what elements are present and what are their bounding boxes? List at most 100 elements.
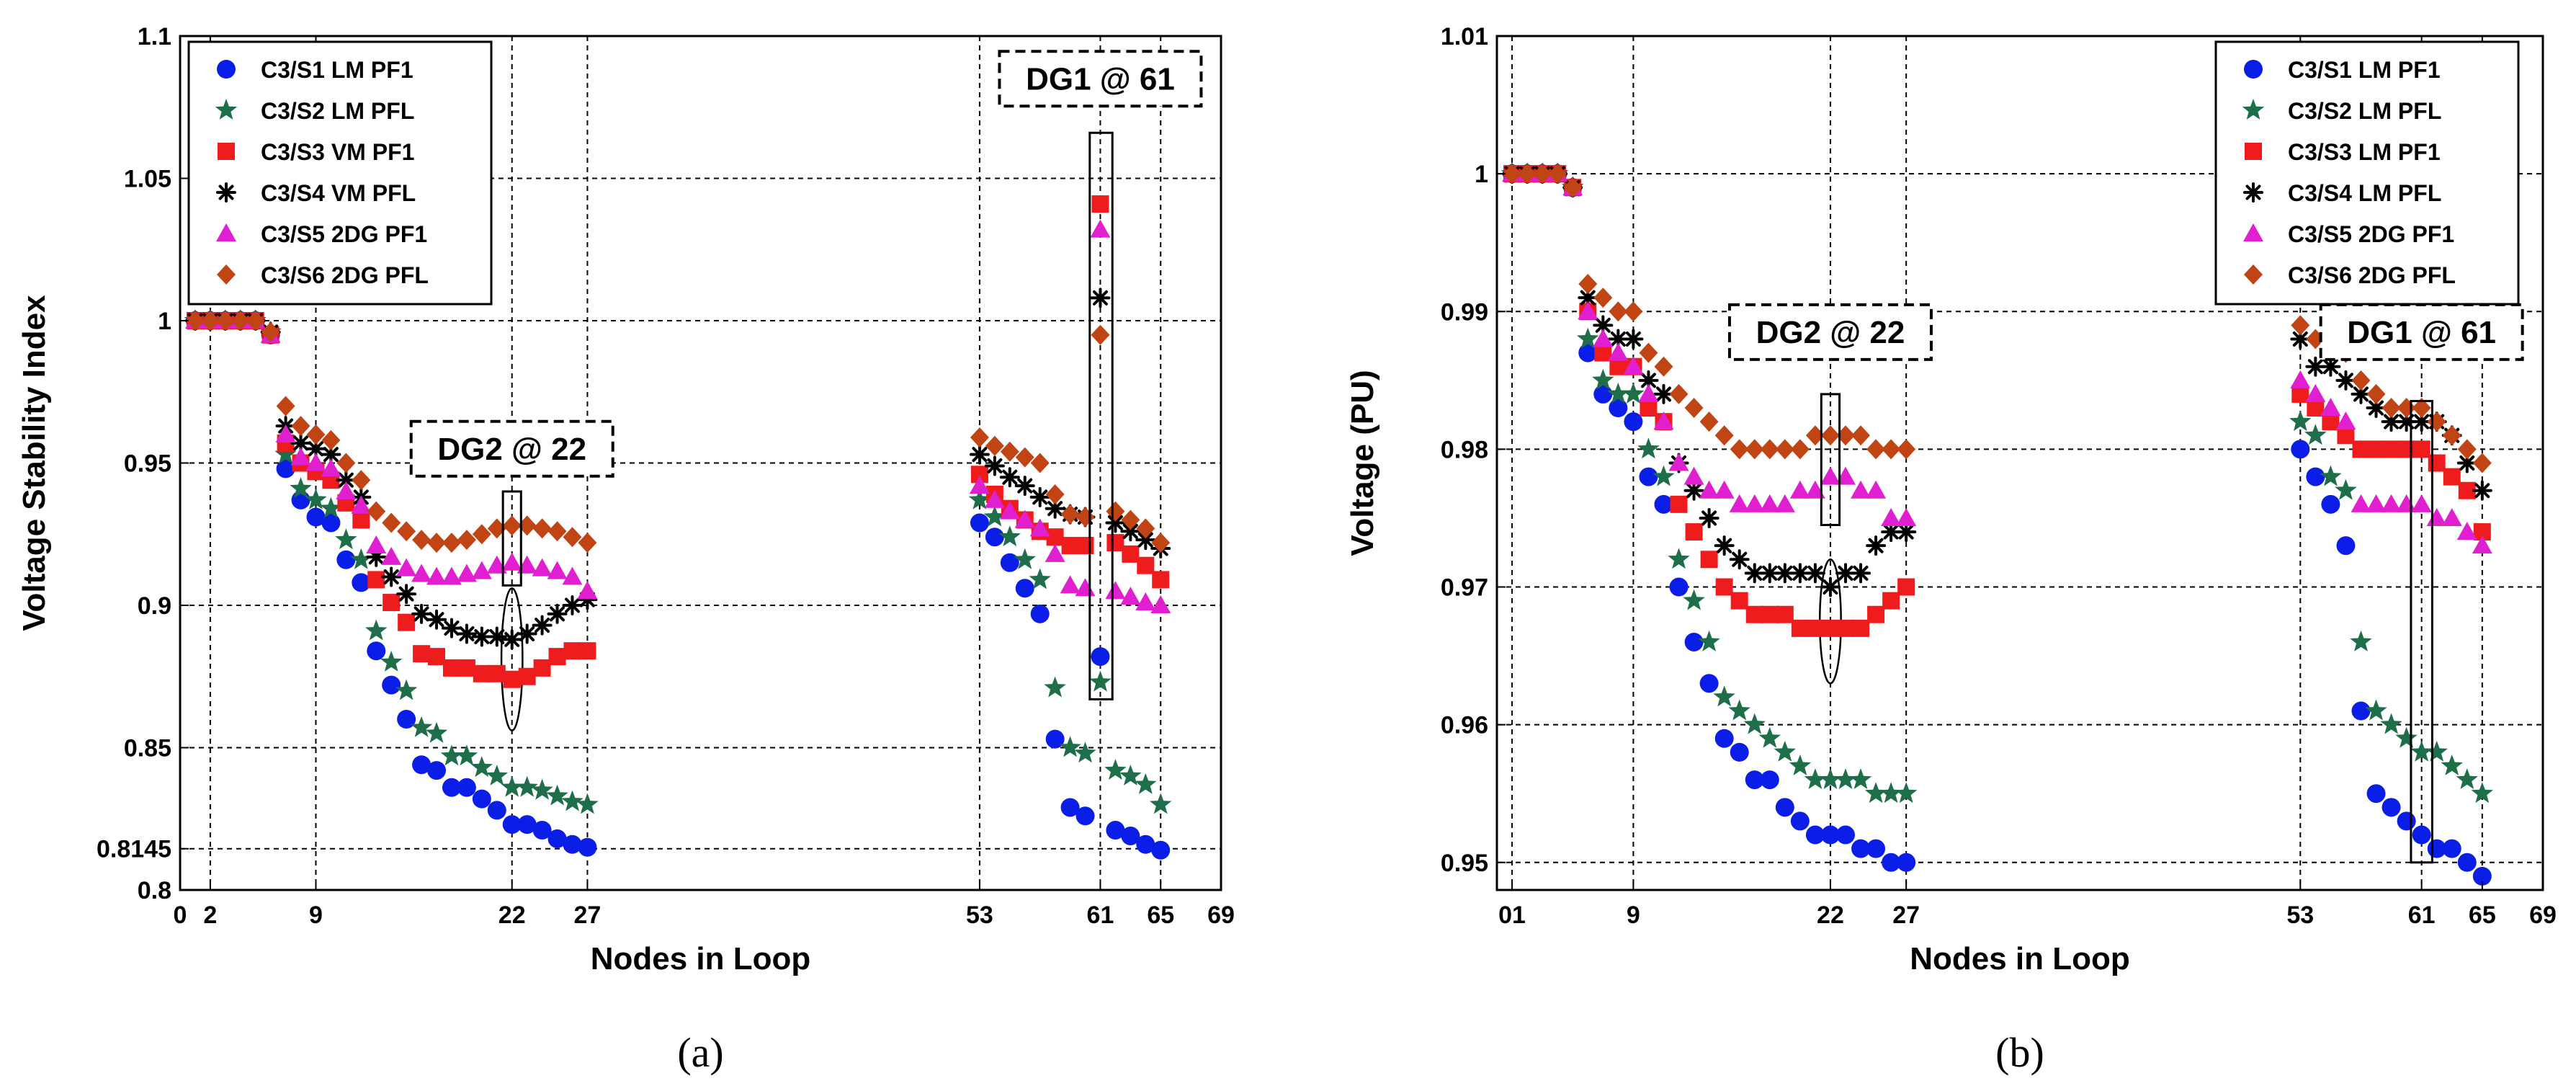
c1-point-s1-13 (382, 675, 401, 695)
c2-point-s1-37 (2442, 839, 2461, 858)
c1-dg-highlight-box-1 (501, 490, 522, 587)
c2-xtick-label: 27 (1892, 902, 1920, 929)
c2-legend-label-6: C3/S6 2DG PFL (2288, 262, 2456, 288)
c1-point-s4-17 (441, 618, 462, 638)
c1-point-s5-36 (1105, 581, 1126, 600)
c2-point-s1-30 (2336, 536, 2356, 556)
c2-point-s6-4 (1563, 177, 1583, 198)
c1-legend: C3/S1 LM PF1 C3/S2 LM PFL C3/S3 VM PF1 C3/S… (187, 40, 493, 306)
c2-point-s2-27 (2289, 410, 2312, 432)
c2-point-s2-38 (2456, 768, 2478, 789)
c1-point-s6-14 (397, 521, 416, 542)
c1-point-s4-27 (969, 444, 990, 465)
c2-point-s1-27 (2291, 440, 2310, 459)
c2-point-s2-9 (1637, 437, 1660, 459)
c2-point-s6-27 (2291, 315, 2310, 336)
c2-point-s2-10 (1653, 465, 1675, 486)
c1-point-s2-7 (290, 477, 312, 498)
c1-point-s2-31 (1029, 568, 1051, 589)
c1-point-s1-33 (1060, 798, 1080, 817)
c2-point-s3-28 (2307, 399, 2325, 417)
c2-point-s6-24 (1866, 439, 1886, 460)
c1-figure-caption: (a) (677, 1029, 723, 1076)
c2-legend-marker-1 (2244, 60, 2263, 79)
c1-point-s2-20 (486, 765, 508, 785)
c1-point-s4-21 (501, 629, 522, 650)
c2-point-s1-31 (2351, 701, 2371, 721)
c1-point-s6-3 (231, 311, 250, 331)
c2-point-s3-36 (2428, 454, 2446, 472)
c2-point-s2-23 (1849, 768, 1872, 789)
c2-xtick-label: 65 (2469, 902, 2496, 929)
c1-point-s4-14 (396, 584, 417, 605)
c1-legend-label-6: C3/S6 2DG PFL (261, 262, 429, 288)
c1-point-s5-31 (1029, 518, 1050, 537)
c1-point-s1-15 (412, 755, 431, 775)
c1-point-s1-22 (517, 815, 537, 834)
c2-point-s2-36 (2425, 740, 2448, 762)
c2-point-s5-38 (2456, 522, 2477, 540)
c2-point-s5-6 (1593, 329, 1614, 347)
c2-ytick-label: 0.98 (1441, 436, 1488, 463)
c1-point-s6-20 (487, 518, 506, 539)
c2-point-s3-12 (1685, 523, 1703, 541)
c1-point-s2-34 (1074, 742, 1096, 763)
c1-point-s2-24 (546, 784, 568, 806)
c2-point-s6-21 (1820, 425, 1840, 446)
c2-point-s2-16 (1743, 713, 1766, 734)
c2-point-s4-19 (1789, 563, 1810, 584)
c1-point-s3-15 (413, 645, 431, 663)
c2-point-s6-22 (1836, 425, 1855, 446)
c1-point-s4-25 (562, 595, 583, 615)
c1-point-s3-36 (1106, 534, 1124, 552)
c1-point-s1-39 (1151, 840, 1171, 860)
c1-point-s1-14 (397, 710, 416, 729)
c2-xtick-label: 9 (1627, 902, 1640, 929)
c1-point-s3-24 (548, 648, 566, 666)
c1-point-s3-22 (518, 667, 536, 685)
c1-point-s6-16 (427, 533, 447, 553)
c2-ytick-label: 1 (1475, 161, 1488, 188)
c2-point-s4-23 (1851, 563, 1871, 584)
c1-point-s6-32 (1045, 484, 1065, 504)
c2-point-s6-25 (1882, 439, 1901, 460)
c2-point-s2-15 (1728, 699, 1750, 721)
c2-point-s1-21 (1820, 825, 1840, 845)
c1-legend-label-1: C3/S1 LM PF1 (261, 57, 413, 83)
c1-legend-marker-4 (216, 182, 236, 202)
c1-point-s3-38 (1137, 556, 1155, 574)
c2-legend-label-4: C3/S4 LM PFL (2288, 180, 2441, 206)
c1-point-s2-18 (455, 744, 478, 766)
c2-point-s3-26 (1897, 578, 1915, 596)
c1-highlight-ellipse (500, 587, 524, 732)
c2-dg-label-box-1 (1727, 303, 1933, 361)
c2-point-s3-24 (1867, 605, 1885, 623)
c1-point-s6-8 (306, 424, 326, 445)
c2-point-s2-28 (2304, 424, 2327, 445)
c1-point-s2-28 (983, 505, 1006, 527)
c2-legend: C3/S1 LM PF1 C3/S2 LM PFL C3/S3 LM PF1 C3/S… (2214, 40, 2520, 306)
c1-point-s6-18 (457, 530, 476, 551)
c1-point-s2-10 (335, 528, 357, 550)
c1-point-s3-14 (398, 613, 416, 631)
c1-point-s1-23 (532, 821, 552, 840)
c1-point-s2-6 (274, 442, 297, 464)
c2-point-s5-21 (1820, 466, 1841, 485)
c2-point-s3-6 (1594, 344, 1612, 362)
c1-point-s2-27 (968, 488, 991, 509)
c1-xtick-label: 61 (1087, 902, 1114, 929)
c1-point-s1-18 (457, 778, 476, 797)
c2-ytick-label: 0.97 (1441, 574, 1488, 602)
c2-point-s6-23 (1851, 425, 1871, 446)
chart-b-svg: DG2 @ 22 DG1 @ 61 01 9 22 27 53 61 65 69 0.95 0.96 0… (1345, 23, 2557, 1076)
c2-point-s6-16 (1745, 439, 1764, 460)
c1-point-s2-39 (1150, 793, 1172, 814)
c1-point-s4-24 (547, 603, 568, 624)
c1-point-s3-12 (367, 571, 385, 589)
c2-point-s5-17 (1759, 494, 1780, 512)
c1-xtick-label: 53 (966, 902, 993, 929)
c2-point-s1-34 (2397, 811, 2416, 831)
c1-point-s5-27 (969, 476, 990, 494)
c1-point-s3-21 (503, 670, 521, 688)
c2-point-s1-15 (1730, 742, 1749, 762)
